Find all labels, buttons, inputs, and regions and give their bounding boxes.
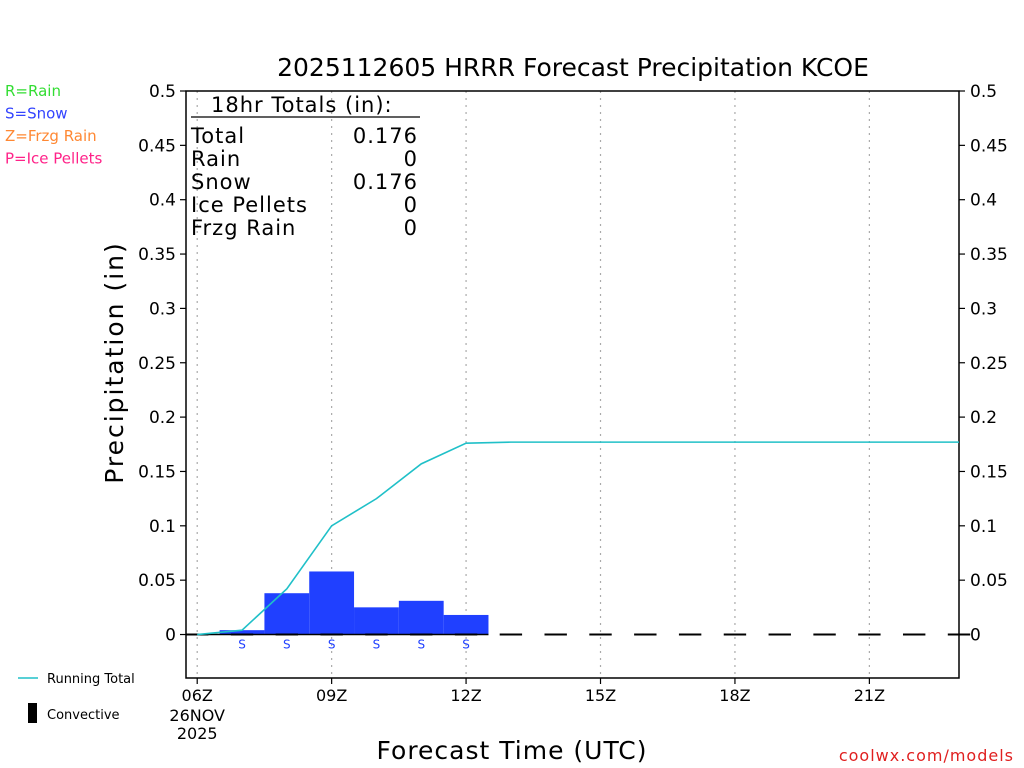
x-tick-label: 12Z xyxy=(450,686,481,705)
convective-legend-swatch xyxy=(28,703,37,723)
ptype-label: S xyxy=(283,638,291,652)
y-tick-label-right: 0 xyxy=(970,626,981,646)
running-total-legend-label: Running Total xyxy=(47,672,135,687)
x-tick-label: 18Z xyxy=(719,686,750,705)
x-tick-label: 09Z xyxy=(316,686,347,705)
running-total-line xyxy=(197,441,959,636)
ptype-legend-item: S=Snow xyxy=(5,105,68,123)
y-tick-label-left: 0.25 xyxy=(138,354,176,374)
convective-legend-label: Convective xyxy=(47,708,120,723)
totals-row-value: 0 xyxy=(404,147,418,171)
y-tick-label-left: 0.5 xyxy=(149,82,176,102)
y-tick-label-right: 0.15 xyxy=(970,462,1008,482)
y-axis-label: Precipitation (in) xyxy=(100,241,129,484)
x-tick-label: 06Z xyxy=(182,686,213,705)
totals-row-label: Total xyxy=(190,124,245,148)
y-tick-label-left: 0 xyxy=(165,626,176,646)
ptype-label: S xyxy=(238,638,246,652)
ptype-label: S xyxy=(417,638,425,652)
precip-bar xyxy=(309,571,355,635)
chart-title: 2025112605 HRRR Forecast Precipitation K… xyxy=(277,53,869,82)
y-tick-label-left: 0.15 xyxy=(138,462,176,482)
x-tick-label: 21Z xyxy=(854,686,885,705)
y-tick-label-right: 0.1 xyxy=(970,517,997,537)
plot-frame xyxy=(185,90,960,679)
y-tick-label-left: 0.3 xyxy=(149,299,176,319)
y-tick-label-right: 0.45 xyxy=(970,136,1008,156)
totals-row-label: Rain xyxy=(191,147,241,171)
x-tick-sublabel: 2025 xyxy=(177,724,218,743)
y-tick-label-left: 0.2 xyxy=(149,408,176,428)
ptype-legend-item: R=Rain xyxy=(5,82,61,100)
ptype-label: S xyxy=(462,638,470,652)
precip-bar xyxy=(443,614,489,635)
y-tick-label-right: 0.25 xyxy=(970,354,1008,374)
x-tick-label: 15Z xyxy=(585,686,616,705)
x-axis-label: Forecast Time (UTC) xyxy=(377,736,648,765)
y-tick-label-right: 0.2 xyxy=(970,408,997,428)
x-tick-sublabel: 26NOV xyxy=(169,706,225,725)
totals-row-label: Frzg Rain xyxy=(191,216,296,240)
y-tick-label-left: 0.35 xyxy=(138,245,176,265)
y-tick-label-left: 0.05 xyxy=(138,571,176,591)
totals-row-label: Snow xyxy=(191,170,252,194)
totals-row-value: 0.176 xyxy=(353,170,418,194)
y-tick-label-left: 0.1 xyxy=(149,517,176,537)
y-tick-label-right: 0.5 xyxy=(970,82,997,102)
precip-bar xyxy=(219,630,265,635)
totals-row-value: 0 xyxy=(404,216,418,240)
totals-heading: 18hr Totals (in): xyxy=(211,93,393,117)
ptype-label: S xyxy=(328,638,336,652)
totals-row-label: Ice Pellets xyxy=(191,193,308,217)
ptype-label: S xyxy=(373,638,381,652)
totals-row-value: 0 xyxy=(404,193,418,217)
totals-row-value: 0.176 xyxy=(353,124,418,148)
precip-bar xyxy=(398,600,444,635)
y-tick-label-right: 0.4 xyxy=(970,191,997,211)
precip-bar xyxy=(354,607,399,635)
precip-bar xyxy=(264,593,310,635)
y-tick-label-right: 0.35 xyxy=(970,245,1008,265)
y-tick-label-right: 0.05 xyxy=(970,571,1008,591)
y-tick-label-left: 0.45 xyxy=(138,136,176,156)
y-tick-label-right: 0.3 xyxy=(970,299,997,319)
source-watermark: coolwx.com/models xyxy=(839,746,1014,765)
ptype-legend-item: P=Ice Pellets xyxy=(5,150,102,168)
y-tick-label-left: 0.4 xyxy=(149,191,176,211)
ptype-legend-item: Z=Frzg Rain xyxy=(5,127,97,145)
